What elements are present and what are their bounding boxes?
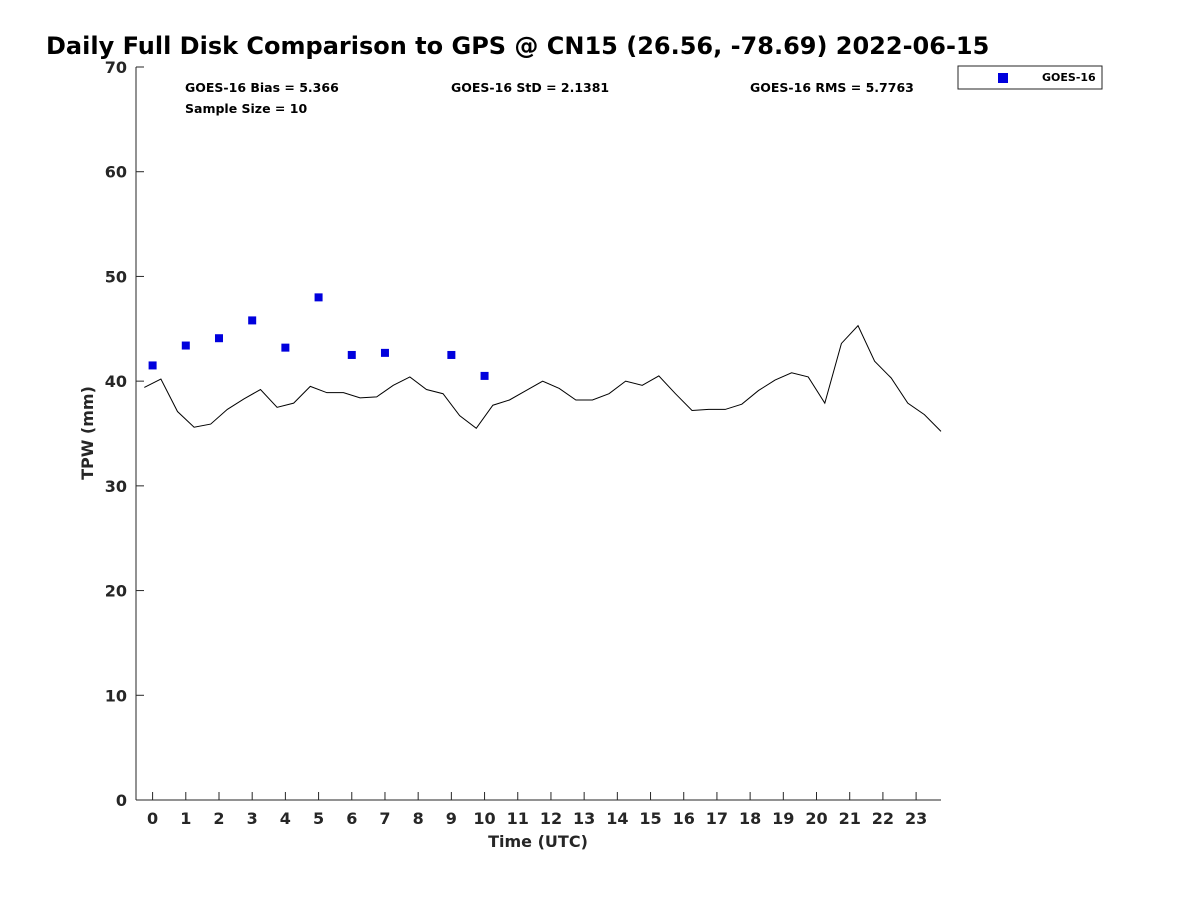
goes-16-point xyxy=(314,293,323,302)
goes-16-point xyxy=(447,350,456,359)
x-tick-label: 2 xyxy=(213,809,224,828)
x-tick-label: 19 xyxy=(772,809,794,828)
x-tick-label: 4 xyxy=(280,809,291,828)
legend-marker-square-icon xyxy=(998,73,1008,83)
x-tick-label: 1 xyxy=(180,809,191,828)
legend-entry-goes-16: GOES-16 xyxy=(1042,71,1096,84)
x-tick-label: 3 xyxy=(247,809,258,828)
x-tick-label: 21 xyxy=(839,809,861,828)
y-axis-label: TPW (mm) xyxy=(78,386,97,480)
x-tick-label: 15 xyxy=(639,809,661,828)
rms-annotation: GOES-16 RMS = 5.7763 xyxy=(750,80,914,95)
gps-series-line xyxy=(144,324,942,432)
y-tick-label: 20 xyxy=(105,582,127,601)
goes-16-point xyxy=(380,348,389,357)
x-tick-label: 14 xyxy=(606,809,628,828)
y-tick-label: 60 xyxy=(105,163,127,182)
plot-axes xyxy=(135,67,941,801)
x-tick-label: 8 xyxy=(413,809,424,828)
bias-annotation: GOES-16 Bias = 5.366 xyxy=(185,80,339,95)
goes-16-points xyxy=(148,293,489,380)
x-axis-label: Time (UTC) xyxy=(488,832,588,851)
x-tick-label: 5 xyxy=(313,809,324,828)
stats-annotations: GOES-16 Bias = 5.366 GOES-16 StD = 2.138… xyxy=(185,80,914,116)
x-tick-label: 23 xyxy=(905,809,927,828)
x-tick-label: 18 xyxy=(739,809,761,828)
y-tick-label: 10 xyxy=(105,686,127,705)
x-tick-label: 9 xyxy=(446,809,457,828)
y-tick-label: 70 xyxy=(105,58,127,77)
y-tick-label: 0 xyxy=(116,791,127,810)
x-tick-label: 17 xyxy=(706,809,728,828)
goes-16-point xyxy=(214,334,223,343)
goes-16-point xyxy=(281,343,290,352)
y-ticks: 0 10 20 30 40 50 60 70 xyxy=(105,58,144,810)
x-tick-label: 12 xyxy=(540,809,562,828)
x-tick-label: 10 xyxy=(473,809,495,828)
x-tick-label: 6 xyxy=(346,809,357,828)
x-tick-label: 16 xyxy=(673,809,695,828)
x-tick-label: 11 xyxy=(507,809,529,828)
x-tick-label: 7 xyxy=(379,809,390,828)
y-tick-label: 30 xyxy=(105,477,127,496)
x-tick-label: 20 xyxy=(805,809,827,828)
legend: GOES-16 xyxy=(957,65,1103,90)
sample-size-annotation: Sample Size = 10 xyxy=(185,101,307,116)
x-tick-label: 0 xyxy=(147,809,158,828)
x-ticks: 0 1 2 3 4 5 6 7 8 9 10 11 12 13 14 15 16 17 18 19 20 21 22 23 xyxy=(147,792,927,828)
x-tick-label: 13 xyxy=(573,809,595,828)
y-tick-label: 50 xyxy=(105,267,127,286)
y-tick-label: 40 xyxy=(105,372,127,391)
goes-16-point xyxy=(480,371,489,380)
goes-16-point xyxy=(181,341,190,350)
goes-16-point xyxy=(347,350,356,359)
goes-16-point xyxy=(248,316,257,325)
std-annotation: GOES-16 StD = 2.1381 xyxy=(451,80,609,95)
chart-title: Daily Full Disk Comparison to GPS @ CN15… xyxy=(46,32,989,60)
x-tick-label: 22 xyxy=(872,809,894,828)
legend-box xyxy=(957,65,1103,90)
goes-16-point xyxy=(148,361,157,370)
